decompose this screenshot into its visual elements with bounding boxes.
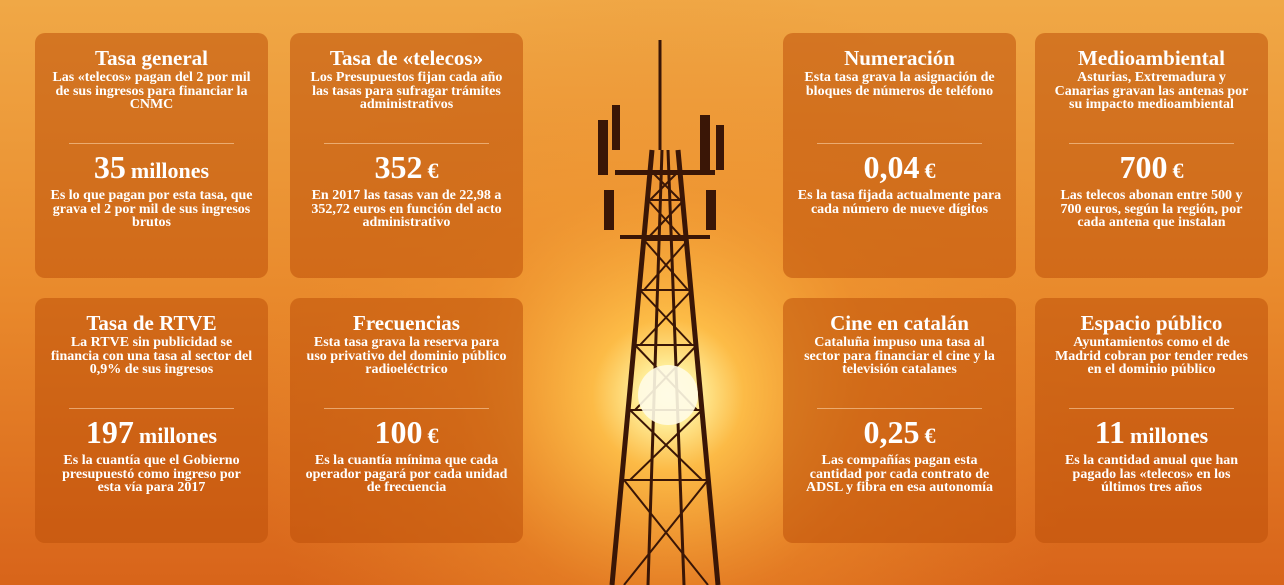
- figure: 0,25 €: [797, 414, 1002, 454]
- figure-note: Es la tasa fijada actualmente para cada …: [797, 188, 1002, 217]
- unit: millones: [130, 158, 210, 183]
- divider: [817, 143, 982, 144]
- card-description: La RTVE sin publicidad se financia con u…: [50, 335, 253, 377]
- amount: 35: [93, 149, 126, 185]
- figure: 0,04 €: [797, 149, 1002, 189]
- amount: 11: [1094, 414, 1125, 450]
- info-card: Frecuencias Esta tasa grava la reserva pa…: [290, 298, 523, 543]
- divider: [69, 143, 234, 144]
- card-title: Cine en catalán: [830, 311, 969, 335]
- info-card: Numeración Esta tasa grava la asignación …: [783, 33, 1016, 278]
- card-description: Ayuntamientos como el de Madrid cobran p…: [1055, 335, 1248, 377]
- tower: [598, 40, 724, 585]
- divider: [817, 408, 982, 409]
- card-title: Tasa general: [95, 46, 208, 70]
- card-description: Las «telecos» pagan del 2 por mil de sus…: [52, 70, 251, 112]
- figure-note: Las telecos abonan entre 500 y 700 euros…: [1060, 188, 1243, 230]
- unit: €: [924, 423, 936, 448]
- card-title: Frecuencias: [353, 311, 460, 335]
- unit: millones: [138, 423, 218, 448]
- figure: 11 millones: [1049, 414, 1254, 454]
- figure-note: Es la cuantía mínima que cada operador p…: [305, 453, 508, 495]
- unit: millones: [1130, 423, 1209, 448]
- card-title: Tasa de «telecos»: [329, 46, 484, 70]
- amount: 352: [374, 149, 423, 185]
- unit: €: [427, 423, 439, 448]
- amount: 0,25: [863, 414, 920, 450]
- divider: [324, 408, 489, 409]
- figure-note: Es la cuantía que el Gobierno presupuest…: [62, 453, 241, 495]
- divider: [324, 143, 489, 144]
- card-description: Cataluña impuso una tasa al sector para …: [804, 335, 995, 377]
- figure-note: Las compañías pagan esta cantidad por ca…: [805, 453, 994, 495]
- figure: 100 €: [304, 414, 509, 454]
- card-description: Los Presupuestos fijan cada año las tasa…: [310, 70, 503, 112]
- divider: [69, 408, 234, 409]
- figure-note: Es la cantidad anual que han pagado las …: [1064, 453, 1239, 495]
- figure: 352 €: [304, 149, 509, 189]
- unit: €: [924, 158, 936, 183]
- card-description: Esta tasa grava la reserva para uso priv…: [306, 335, 507, 377]
- card-title: Tasa de RTVE: [86, 311, 217, 335]
- info-card: Cine en catalán Cataluña impuso una tasa …: [783, 298, 1016, 543]
- info-card: Espacio público Ayuntamientos como el de …: [1035, 298, 1268, 543]
- card-title: Numeración: [844, 46, 955, 70]
- figure: 700 €: [1049, 149, 1254, 189]
- figure-note: En 2017 las tasas van de 22,98 a 352,72 …: [311, 188, 502, 230]
- figure: 197 millones: [49, 414, 254, 454]
- info-card: Medioambiental Asturias, Extremadura y Ca…: [1035, 33, 1268, 278]
- card-title: Medioambiental: [1078, 46, 1225, 70]
- figure-note: Es lo que pagan por esta tasa, que grava…: [50, 188, 253, 230]
- divider: [1069, 408, 1234, 409]
- info-card: Tasa general Las «telecos» pagan del 2 po…: [35, 33, 268, 278]
- info-card: Tasa de «telecos» Los Presupuestos fijan …: [290, 33, 523, 278]
- amount: 100: [374, 414, 423, 450]
- divider: [1069, 143, 1234, 144]
- amount: 0,04: [863, 149, 920, 185]
- card-title: Espacio público: [1080, 311, 1223, 335]
- figure: 35 millones: [49, 149, 254, 189]
- card-description: Asturias, Extremadura y Canarias gravan …: [1054, 70, 1249, 112]
- info-card: Tasa de RTVE La RTVE sin publicidad se fi…: [35, 298, 268, 543]
- unit: €: [1172, 158, 1184, 183]
- card-description: Esta tasa grava la asignación de bloques…: [804, 70, 995, 99]
- unit: €: [427, 158, 439, 183]
- amount: 700: [1119, 149, 1168, 185]
- amount: 197: [85, 414, 134, 450]
